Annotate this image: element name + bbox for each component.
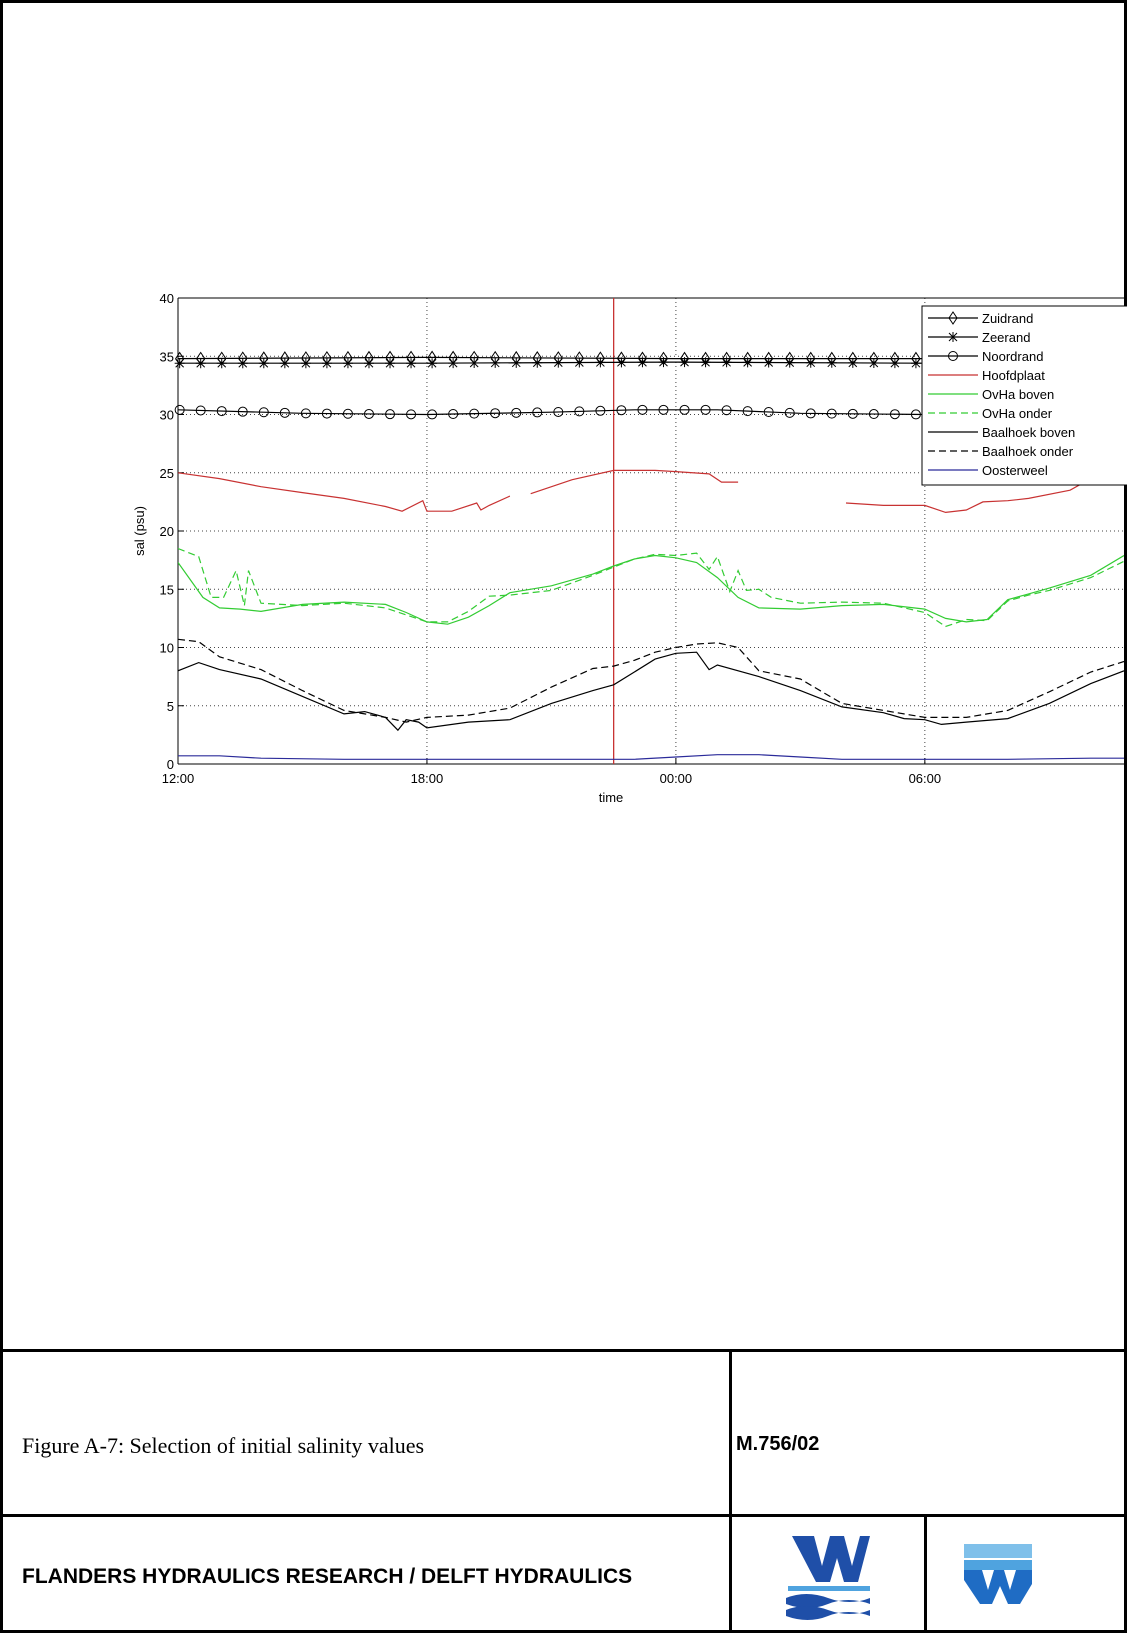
series-marker-zeerand — [532, 358, 542, 368]
series-marker-zeerand — [490, 358, 500, 368]
legend-label: OvHa onder — [982, 406, 1053, 421]
series-marker-zeerand — [448, 358, 458, 368]
series-marker-zeerand — [785, 358, 795, 368]
caption-row-border — [3, 1349, 1124, 1352]
series-marker-zeerand — [848, 358, 858, 368]
series-marker-zeerand — [701, 357, 711, 367]
series-marker-zeerand — [280, 358, 290, 368]
series-marker-zeerand — [406, 358, 416, 368]
delft-hydraulics-logo — [958, 1540, 1038, 1610]
y-tick-label: 25 — [160, 466, 174, 481]
series-marker-zeerand — [574, 358, 584, 368]
series-marker-zeerand — [658, 357, 668, 367]
legend-label: Baalhoek boven — [982, 425, 1075, 440]
legend-marker — [948, 332, 958, 342]
y-tick-label: 5 — [167, 699, 174, 714]
series-marker-zeerand — [743, 357, 753, 367]
series-marker-zeerand — [322, 358, 332, 368]
series-line-baalhoek-onder — [178, 639, 1124, 722]
series-marker-zeerand — [175, 358, 185, 368]
figure-code: M.756/02 — [736, 1433, 819, 1456]
series-marker-zeerand — [469, 358, 479, 368]
series-marker-zeerand — [511, 358, 521, 368]
series-marker-zeerand — [196, 358, 206, 368]
series-marker-zeerand — [427, 358, 437, 368]
x-tick-label: 12:00 — [162, 771, 195, 786]
series-marker-zeerand — [806, 358, 816, 368]
caption-divider — [729, 1349, 732, 1633]
series-marker-zeerand — [595, 357, 605, 367]
series-marker-zeerand — [238, 358, 248, 368]
flanders-hydraulics-logo — [784, 1530, 874, 1622]
series-marker-zeerand — [385, 358, 395, 368]
legend-label: Baalhoek onder — [982, 444, 1074, 459]
series-marker-zeerand — [343, 358, 353, 368]
series-marker-zeerand — [553, 358, 563, 368]
series-line-hoofdplaat — [531, 470, 738, 493]
legend-label: Noordrand — [982, 349, 1043, 364]
legend-label: OvHa boven — [982, 387, 1054, 402]
y-tick-label: 30 — [160, 408, 174, 423]
series-marker-zeerand — [301, 358, 311, 368]
y-tick-label: 0 — [167, 757, 174, 772]
series-line-ovha-boven — [178, 556, 1124, 625]
logo-divider — [924, 1514, 927, 1633]
series-marker-zeerand — [259, 358, 269, 368]
series-marker-zeerand — [722, 357, 732, 367]
series-marker-zeerand — [637, 357, 647, 367]
series-line-baalhoek-boven — [178, 652, 1124, 730]
series-marker-zeerand — [764, 358, 774, 368]
organization-name: FLANDERS HYDRAULICS RESEARCH / DELFT HYD… — [22, 1565, 672, 1589]
x-tick-label: 00:00 — [660, 771, 693, 786]
x-tick-label: 18:00 — [411, 771, 444, 786]
y-tick-label: 15 — [160, 582, 174, 597]
series-marker-zeerand — [364, 358, 374, 368]
series-line-hoofdplaat — [178, 473, 510, 511]
y-axis-label: sal (psu) — [132, 506, 147, 556]
y-tick-label: 35 — [160, 349, 174, 364]
legend-label: Oosterweel — [982, 463, 1048, 478]
series-marker-zeerand — [890, 358, 900, 368]
y-tick-label: 40 — [160, 291, 174, 306]
series-marker-zeerand — [680, 357, 690, 367]
series-marker-zeerand — [869, 358, 879, 368]
series-line-ovha-onder — [178, 549, 1124, 627]
series-marker-zeerand — [827, 358, 837, 368]
series-line-oosterweel — [178, 755, 1124, 760]
x-tick-label: 06:00 — [909, 771, 942, 786]
legend-label: Hoofdplaat — [982, 368, 1045, 383]
series-marker-zeerand — [911, 358, 921, 368]
series-marker-zeerand — [616, 357, 626, 367]
org-row-border — [3, 1514, 1124, 1517]
x-axis-label: time — [599, 790, 624, 805]
series-marker-zeerand — [217, 358, 227, 368]
legend-label: Zeerand — [982, 330, 1030, 345]
y-tick-label: 10 — [160, 641, 174, 656]
y-tick-label: 20 — [160, 524, 174, 539]
legend-label: Zuidrand — [982, 311, 1033, 326]
figure-caption: Figure A-7: Selection of initial salinit… — [22, 1433, 424, 1459]
